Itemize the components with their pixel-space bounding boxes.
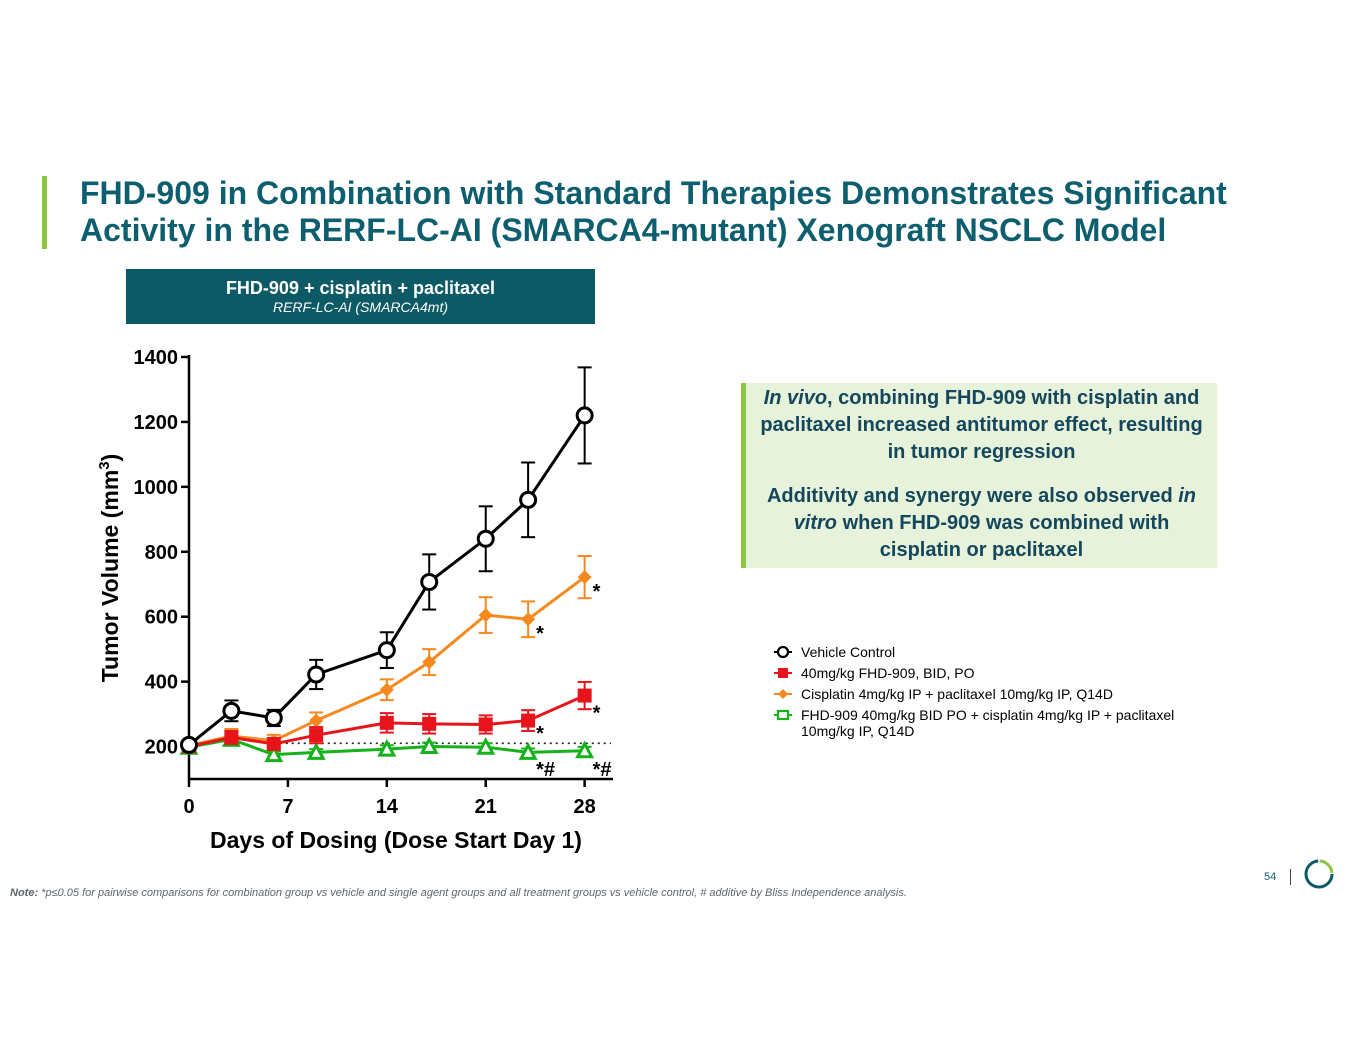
significance-annotation: *: [593, 581, 601, 603]
data-point: [420, 572, 439, 591]
data-point: [379, 682, 394, 697]
in-vivo-emphasis: In vivo: [763, 387, 828, 409]
data-point: [264, 744, 284, 763]
data-point: [180, 735, 198, 754]
x-tick-label: 21: [475, 796, 497, 818]
note-text: *p≤0.05 for pairwise comparisons for com…: [38, 887, 907, 899]
y-axis-label-end: ): [97, 454, 123, 462]
significance-annotation: *#: [593, 759, 612, 781]
open-circle-icon: [774, 645, 792, 659]
y-tick-label: 800: [145, 542, 178, 564]
y-axis-label-main: Tumor Volume (mm: [97, 470, 123, 683]
data-point: [476, 737, 496, 755]
key-findings-callout: In vivo, combining FHD-909 with cisplati…: [741, 383, 1217, 568]
legend-item-vehicle: Vehicle Control: [772, 644, 1191, 660]
y-tick-label: 400: [145, 672, 178, 694]
y-tick-label: 200: [145, 737, 178, 759]
legend-item-fhd909: 40mg/kg FHD-909, BID, PO: [772, 665, 1191, 681]
legend-label-cis-pac: Cisplatin 4mg/kg IP + paclitaxel 10mg/kg…: [801, 686, 1113, 702]
significance-annotation: *: [536, 623, 544, 645]
data-point: [264, 708, 283, 727]
data-point: [309, 728, 324, 743]
finding-in-vivo-text: , combining FHD-909 with cisplatin and p…: [760, 387, 1203, 463]
legend-item-combo: FHD-909 40mg/kg BID PO + cisplatin 4mg/k…: [772, 707, 1191, 739]
panel-subheading: RERF-LC-AI (SMARCA4mt): [272, 299, 448, 315]
y-tick-label: 1200: [134, 412, 179, 434]
open-triangle-icon: [774, 709, 792, 721]
page-divider: [1290, 869, 1291, 885]
x-tick-label: 28: [574, 796, 596, 818]
chart-panel-header: FHD-909 + cisplatin + paclitaxel RERF-LC…: [126, 269, 595, 324]
company-logo-icon: [1304, 859, 1334, 889]
slide-title: FHD-909 in Combination with Standard The…: [80, 175, 1227, 248]
significance-annotation: *: [593, 702, 601, 724]
data-point: [224, 730, 239, 745]
diamond-marker-icon: [774, 689, 792, 699]
finding-in-vitro-text-a: Additivity and synergy were also observe…: [766, 485, 1179, 507]
data-point: [422, 655, 437, 670]
data-point: [518, 742, 538, 760]
data-point: [379, 715, 394, 730]
title-accent-bar: [42, 176, 47, 249]
finding-in-vitro: Additivity and synergy were also observe…: [752, 483, 1211, 564]
square-marker-icon: [774, 668, 792, 678]
x-tick-label: 14: [376, 796, 399, 818]
data-point: [306, 742, 326, 760]
significance-annotation: *: [536, 723, 544, 745]
data-point: [476, 529, 495, 548]
significance-annotation: *#: [536, 759, 555, 781]
data-point: [575, 740, 595, 759]
data-point: [478, 608, 493, 623]
data-point: [478, 717, 493, 732]
data-point: [521, 612, 536, 627]
data-point: [266, 736, 281, 751]
data-point: [222, 701, 241, 720]
x-tick-label: 7: [282, 796, 293, 818]
finding-in-vivo: In vivo, combining FHD-909 with cisplati…: [752, 385, 1211, 466]
data-point: [422, 716, 437, 731]
data-point: [377, 641, 396, 660]
data-point: [307, 665, 326, 684]
y-axis-label-superscript: 3: [96, 461, 113, 469]
data-point: [577, 570, 592, 585]
page-number: 54: [1264, 871, 1277, 883]
data-point: [309, 713, 324, 728]
y-axis-label: Tumor Volume (mm3): [96, 454, 123, 683]
data-point: [377, 738, 397, 757]
legend-label-combo: FHD-909 40mg/kg BID PO + cisplatin 4mg/k…: [801, 707, 1175, 739]
y-tick-label: 1400: [134, 347, 179, 369]
footnote: Note: *p≤0.05 for pairwise comparisons f…: [10, 887, 907, 899]
chart-legend: Vehicle Control 40mg/kg FHD-909, BID, PO…: [772, 644, 1191, 744]
finding-in-vitro-text-b: when FHD-909 was combined with cisplatin…: [837, 512, 1170, 561]
y-tick-label: 1000: [134, 477, 179, 499]
data-point: [519, 490, 538, 509]
x-axis-label: Days of Dosing (Dose Start Day 1): [210, 827, 582, 853]
note-label: Note:: [10, 887, 39, 899]
in-vitro-emphasis: in vitro: [793, 485, 1197, 534]
y-tick-label: 600: [145, 607, 178, 629]
data-point: [575, 406, 594, 425]
data-point: [419, 736, 439, 755]
data-point: [577, 688, 592, 703]
panel-heading: FHD-909 + cisplatin + paclitaxel: [225, 278, 496, 298]
legend-label-fhd909: 40mg/kg FHD-909, BID, PO: [801, 665, 975, 681]
legend-label-vehicle: Vehicle Control: [801, 644, 896, 660]
data-point: [521, 713, 536, 728]
x-tick-label: 0: [183, 796, 194, 818]
legend-item-cis-pac: Cisplatin 4mg/kg IP + paclitaxel 10mg/kg…: [772, 686, 1191, 702]
